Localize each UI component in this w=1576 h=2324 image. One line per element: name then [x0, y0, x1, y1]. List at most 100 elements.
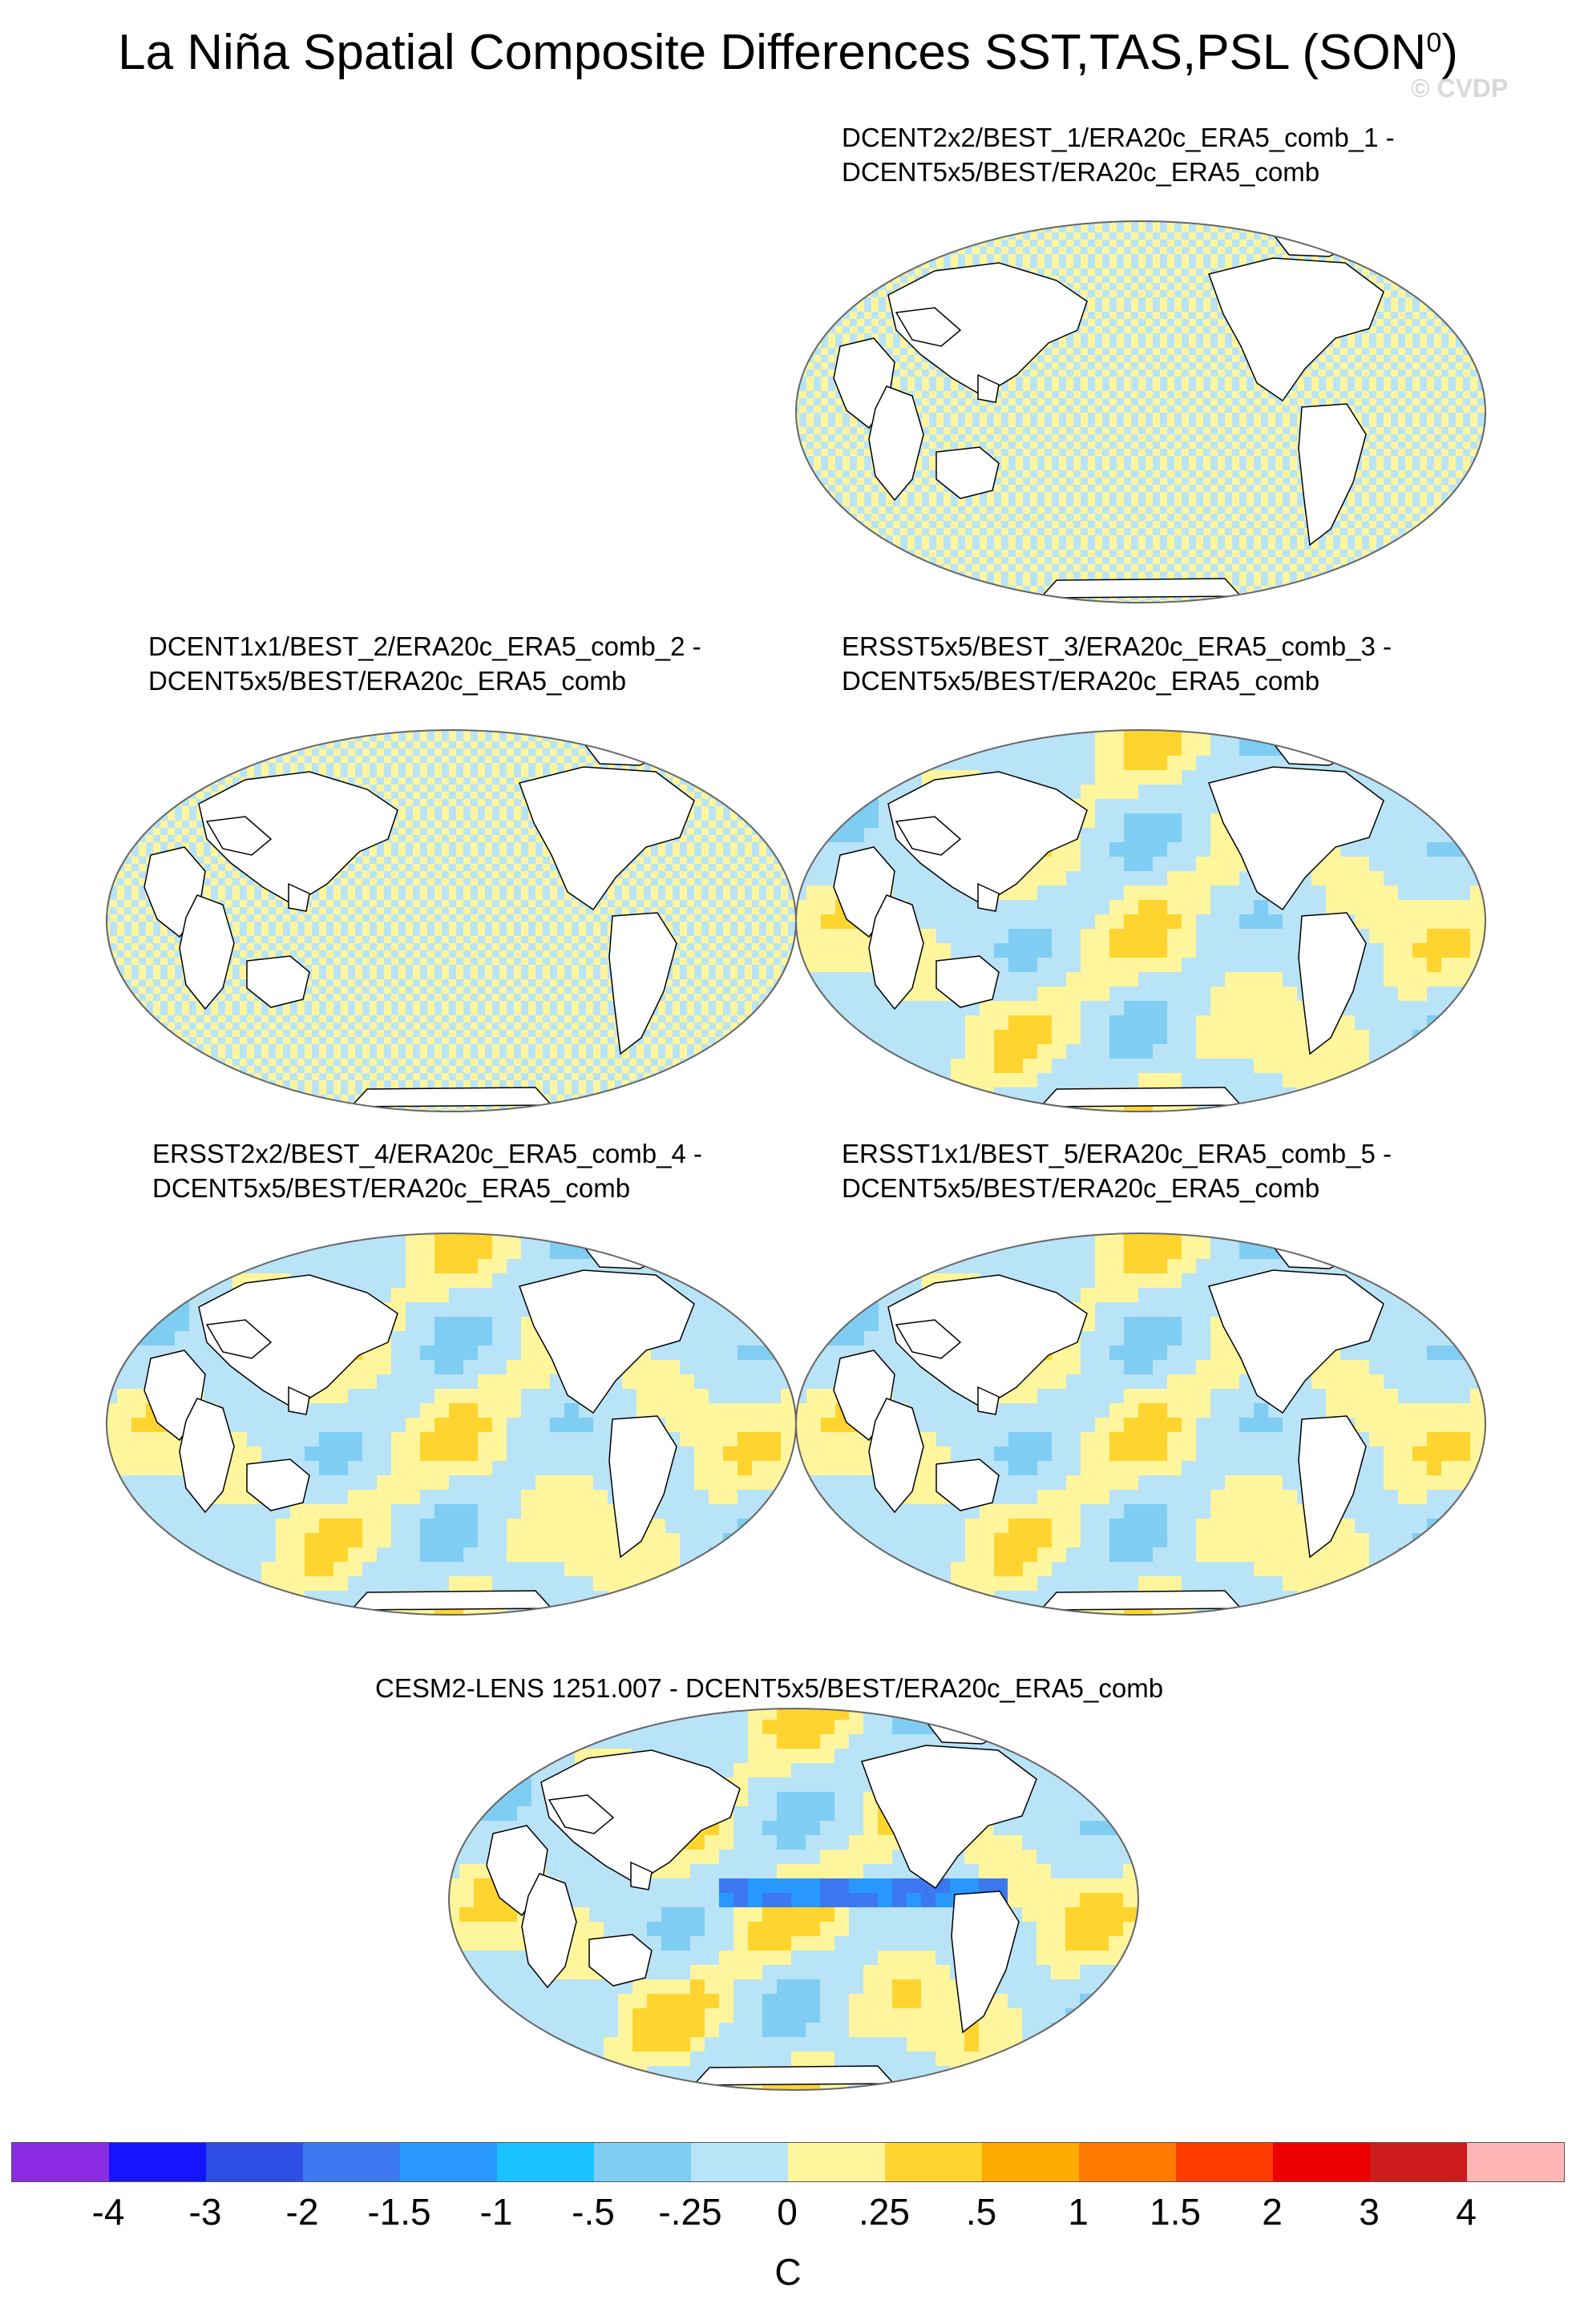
- panel-title-1: DCENT2x2/BEST_1/ERA20c_ERA5_comb_1 - DCE…: [842, 120, 1395, 189]
- colorbar-tick-label: 1: [1068, 2191, 1089, 2233]
- colorbar-box: [594, 2143, 691, 2181]
- panel-title-3-line-1: ERSST5x5/BEST_3/ERA20c_ERA5_comb_3 -: [842, 631, 1392, 661]
- map-outline: [448, 1708, 1139, 2091]
- map-panel-4: [106, 1233, 797, 1616]
- colorbar-tick-label: -1.5: [367, 2191, 431, 2233]
- colorbar-box: [12, 2143, 109, 2181]
- landmass: [521, 1873, 577, 1989]
- landmass: [868, 1398, 924, 1514]
- panel-title-4: ERSST2x2/BEST_4/ERA20c_ERA5_comb_4 - DCE…: [152, 1136, 702, 1205]
- ocean-field: [107, 730, 796, 1112]
- colorbar-tick-label: -4: [91, 2191, 125, 2233]
- landmass: [205, 816, 273, 856]
- landmass: [1039, 578, 1243, 599]
- landmass: [977, 1386, 1000, 1415]
- colorbar-tick-label: -.5: [572, 2191, 615, 2233]
- colorbar-box: [1273, 2143, 1370, 2181]
- map-panel-5: [795, 1233, 1486, 1616]
- landmass: [179, 1398, 235, 1514]
- ocean-field: [796, 221, 1485, 603]
- map-outline: [795, 1233, 1486, 1616]
- panel-title-1-line-2: DCENT5x5/BEST/ERA20c_ERA5_comb: [842, 157, 1320, 187]
- landmass: [895, 1319, 962, 1359]
- landmass: [540, 1749, 741, 1884]
- landmass: [548, 1794, 615, 1834]
- cvdp-watermark: © CVDP: [1411, 74, 1509, 103]
- panel-title-2: DCENT1x1/BEST_2/ERA20c_ERA5_comb_2 - DCE…: [148, 629, 701, 698]
- landmass: [198, 771, 398, 906]
- landmass: [519, 766, 695, 911]
- colorbar-box: [1467, 2143, 1564, 2181]
- landmass: [1298, 912, 1367, 1055]
- panel-title-6: CESM2-LENS 1251.007 - DCENT5x5/BEST/ERA2…: [375, 1671, 1163, 1705]
- colorbar-box: [691, 2143, 788, 2181]
- landmass: [179, 894, 235, 1011]
- colorbar-box: [206, 2143, 303, 2181]
- landmass: [868, 385, 924, 502]
- colorbar-tick-label: .5: [965, 2191, 997, 2233]
- landmass: [246, 955, 310, 1008]
- ocean-field: [449, 1709, 1138, 2090]
- panel-title-2-line-2: DCENT5x5/BEST/ERA20c_ERA5_comb: [148, 666, 627, 696]
- colorbar-tick-label: 3: [1359, 2191, 1380, 2233]
- landmass: [350, 1590, 553, 1611]
- landmass: [887, 262, 1088, 397]
- colorbar-box: [1176, 2143, 1273, 2181]
- colorbar-tick-label: 0: [777, 2191, 798, 2233]
- panel-title-5: ERSST1x1/BEST_5/ERA20c_ERA5_comb_5 - DCE…: [842, 1136, 1392, 1205]
- landmass: [205, 1319, 273, 1359]
- colorbar-box: [109, 2143, 206, 2181]
- colorbar-box: [885, 2143, 982, 2181]
- ocean-field: [796, 1233, 1485, 1615]
- landmass: [868, 894, 924, 1011]
- ocean-field: [796, 730, 1485, 1112]
- colorbar-units: C: [774, 2251, 802, 2293]
- ocean-field: [107, 1233, 796, 1615]
- landmass: [350, 1087, 553, 1108]
- landmass: [288, 882, 310, 912]
- panel-title-3: ERSST5x5/BEST_3/ERA20c_ERA5_comb_3 - DCE…: [842, 629, 1392, 698]
- landmass: [608, 1415, 677, 1559]
- colorbar-box: [1079, 2143, 1176, 2181]
- panel-title-5-line-1: ERSST1x1/BEST_5/ERA20c_ERA5_comb_5 -: [842, 1139, 1392, 1168]
- map-outline: [795, 220, 1486, 603]
- landmass: [1298, 1415, 1367, 1559]
- landmass: [246, 1459, 310, 1511]
- panel-title-2-line-1: DCENT1x1/BEST_2/ERA20c_ERA5_comb_2 -: [148, 631, 701, 661]
- colorbar-tick-label: .25: [859, 2191, 910, 2233]
- landmass: [951, 1890, 1020, 2034]
- colorbar-tick-label: -.25: [658, 2191, 722, 2233]
- colorbar-tick-label: -1: [479, 2191, 513, 2233]
- landmass: [895, 816, 962, 856]
- colorbar-box: [788, 2143, 885, 2181]
- landmass: [895, 307, 962, 347]
- panel-title-4-line-2: DCENT5x5/BEST/ERA20c_ERA5_comb: [152, 1173, 631, 1203]
- colorbar-box: [303, 2143, 400, 2181]
- landmass: [1208, 257, 1384, 402]
- landmass: [288, 1386, 310, 1415]
- map-panel-2: [106, 729, 797, 1112]
- panel-title-3-line-2: DCENT5x5/BEST/ERA20c_ERA5_comb: [842, 666, 1320, 696]
- landmass: [935, 1459, 1000, 1511]
- colorbar-tick-label: -2: [285, 2191, 319, 2233]
- colorbar-tick-label: 1.5: [1150, 2191, 1201, 2233]
- landmass: [1208, 1269, 1384, 1414]
- landmass: [887, 1274, 1088, 1409]
- landmass: [588, 1934, 653, 1987]
- figure-title-text: La Niña Spatial Composite Differences SS…: [118, 25, 1427, 80]
- panel-title-6-line-1: CESM2-LENS 1251.007 - DCENT5x5/BEST/ERA2…: [375, 1673, 1164, 1703]
- landmass: [977, 882, 1000, 912]
- figure-title-close: ): [1441, 25, 1458, 80]
- map-panel-1: [795, 220, 1486, 603]
- landmass: [630, 1861, 653, 1890]
- landmass: [977, 373, 1000, 403]
- landmass: [1208, 766, 1384, 911]
- landmass: [1039, 1590, 1243, 1611]
- landmass: [1039, 1087, 1243, 1108]
- landmass: [861, 1745, 1037, 1890]
- figure-title-superscript: 0: [1426, 27, 1442, 59]
- landmass: [692, 2065, 895, 2086]
- panel-title-1-line-1: DCENT2x2/BEST_1/ERA20c_ERA5_comb_1 -: [842, 123, 1395, 152]
- colorbar-box: [1370, 2143, 1467, 2181]
- panel-title-4-line-1: ERSST2x2/BEST_4/ERA20c_ERA5_comb_4 -: [152, 1139, 702, 1168]
